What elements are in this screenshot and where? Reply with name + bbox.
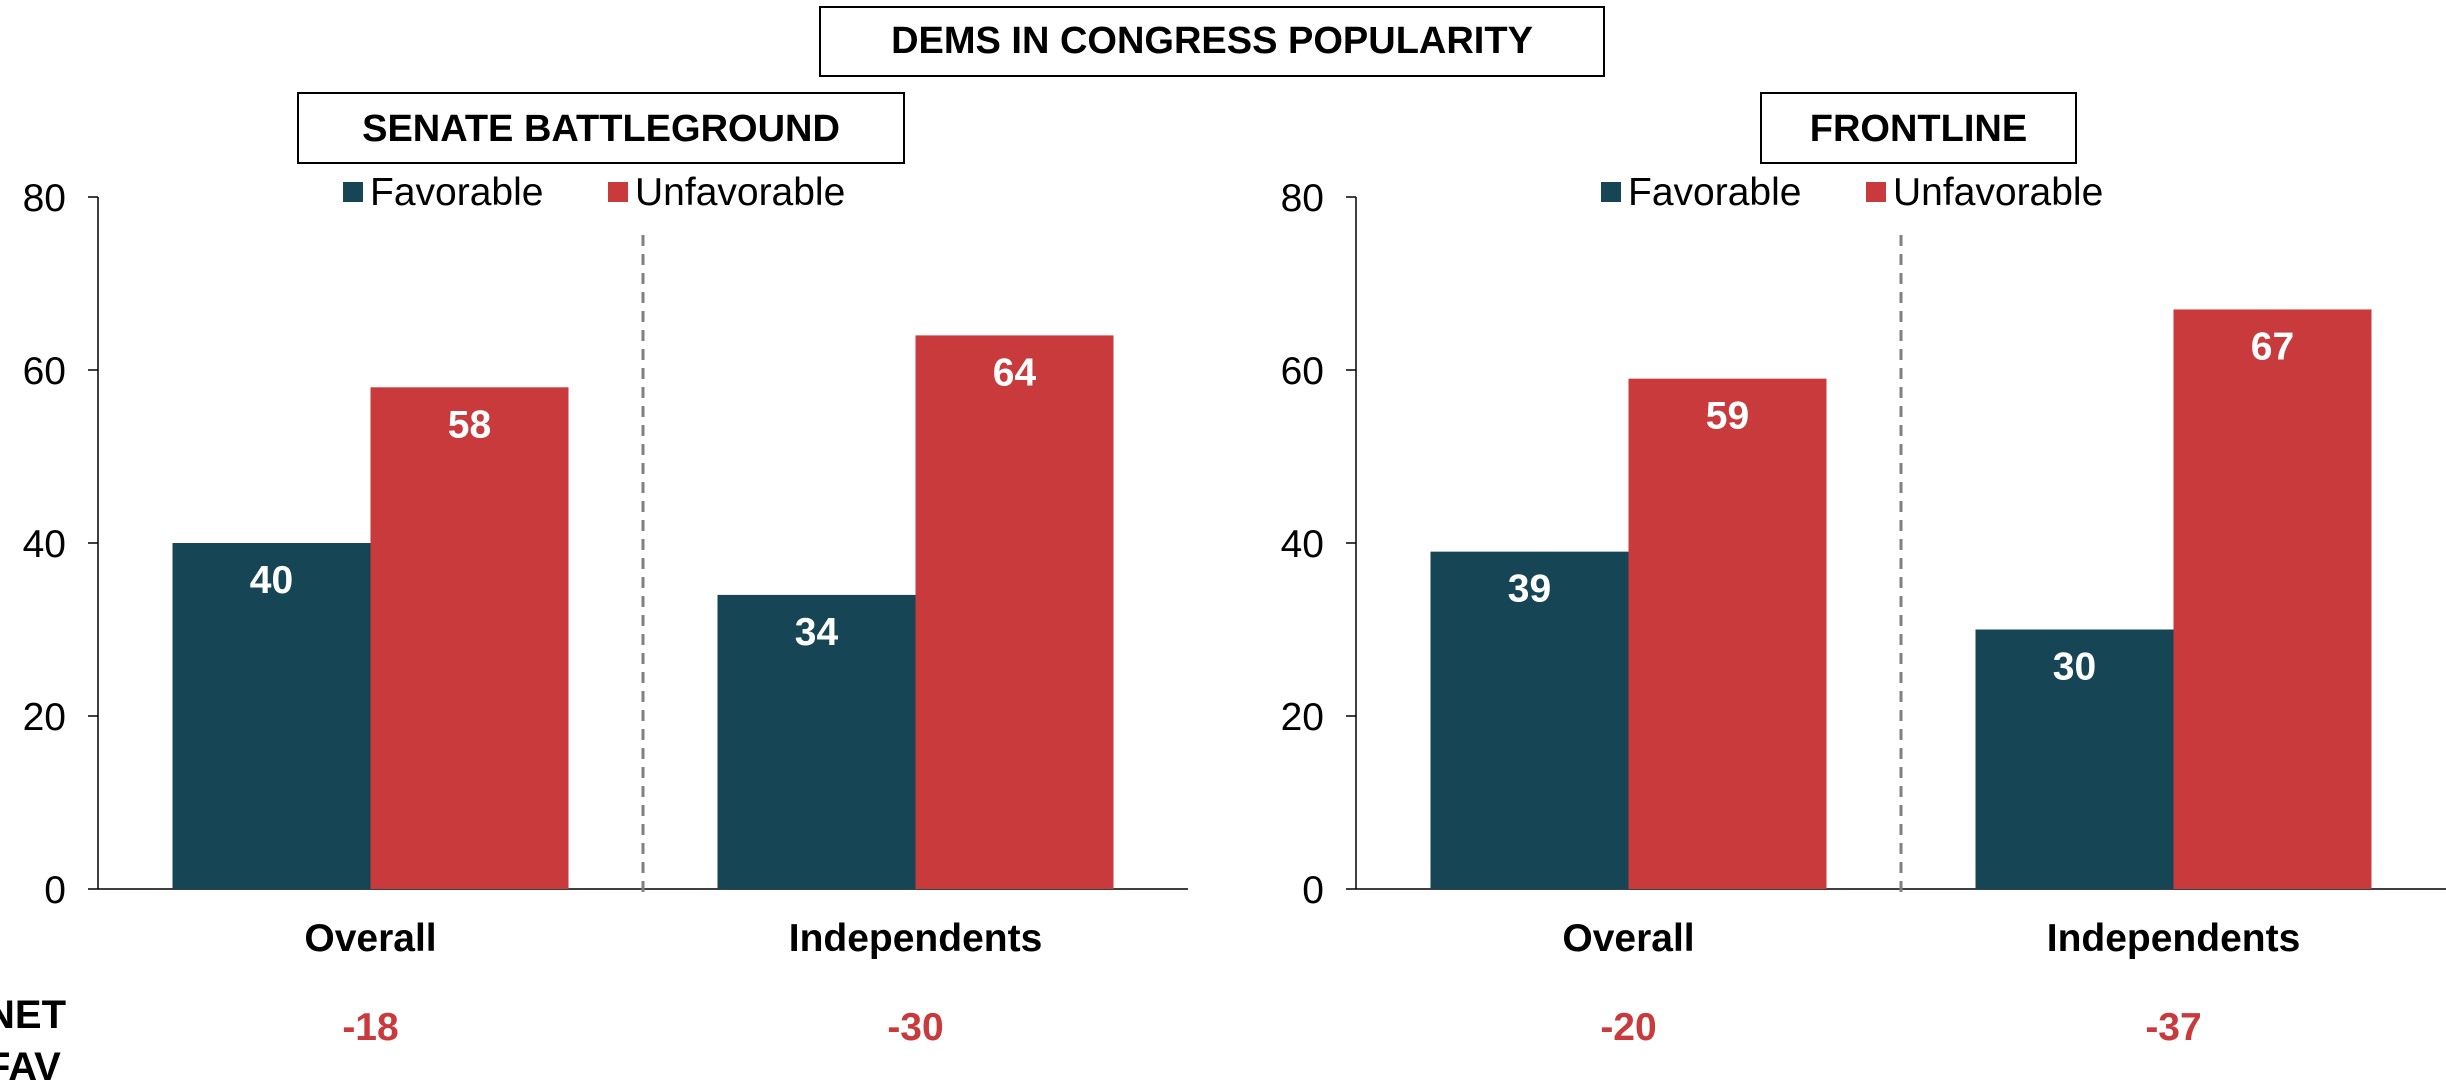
bar-unfavorable-independents: [2173, 309, 2372, 889]
main-title-box: [819, 6, 1605, 77]
panel-title: SENATE BATTLEGROUND: [362, 108, 840, 150]
y-tick-label: 80: [23, 177, 66, 220]
legend-label-favorable: Favorable: [1628, 171, 1801, 214]
y-tick-label: 60: [1281, 350, 1324, 393]
y-tick-label: 80: [1281, 177, 1324, 220]
legend-label-favorable: Favorable: [370, 171, 543, 214]
main-title-group: DEMS IN CONGRESS POPULARITY: [819, 6, 1605, 77]
legend-swatch-favorable: [343, 182, 363, 202]
category-label: Overall: [304, 917, 436, 960]
y-tick-label: 40: [23, 523, 66, 566]
y-tick-label: 0: [44, 869, 66, 912]
data-label: 64: [993, 351, 1037, 394]
net-label-line-2: FAV: [0, 1045, 61, 1089]
panel-title: FRONTLINE: [1810, 108, 2027, 150]
category-label: Overall: [1562, 917, 1694, 960]
legend-label-unfavorable: Unfavorable: [1893, 171, 2103, 214]
panel-title-box: [1760, 92, 2077, 164]
data-label: 40: [250, 559, 293, 602]
chart-panel-1: SENATE BATTLEGROUND Favorable Unfavorable 0…: [23, 92, 1188, 1049]
data-label: 39: [1508, 568, 1551, 611]
legend-swatch-unfavorable: [1866, 182, 1886, 202]
y-tick-label: 0: [1302, 869, 1324, 912]
data-label: 59: [1706, 395, 1749, 438]
net-fav-value: -30: [887, 1006, 943, 1049]
y-tick-label: 20: [1281, 696, 1324, 739]
y-tick-label: 60: [23, 350, 66, 393]
data-label: 67: [2251, 325, 2294, 368]
bar-favorable-independents: [717, 594, 916, 889]
legend-swatch-unfavorable: [608, 182, 628, 202]
bar-unfavorable-overall: [1628, 378, 1827, 889]
bar-unfavorable-overall: [370, 387, 569, 889]
bar-favorable-independents: [1975, 629, 2174, 889]
panel-title-box: [297, 92, 905, 164]
data-label: 34: [795, 611, 839, 654]
net-label-line-1: NET: [0, 993, 66, 1037]
chart-panels: SENATE BATTLEGROUND Favorable Unfavorable 0…: [23, 92, 2446, 1049]
legend-swatch-favorable: [1601, 182, 1621, 202]
net-fav-value: -20: [1600, 1006, 1656, 1049]
y-tick-label: 20: [23, 696, 66, 739]
data-label: 30: [2053, 646, 2096, 689]
data-label: 58: [448, 403, 491, 446]
net-fav-value: -18: [342, 1006, 398, 1049]
net-fav-value: -37: [2145, 1006, 2201, 1049]
main-title: DEMS IN CONGRESS POPULARITY: [891, 20, 1533, 62]
category-label: Independents: [2047, 917, 2301, 960]
legend-label-unfavorable: Unfavorable: [635, 171, 845, 214]
category-label: Independents: [789, 917, 1043, 960]
y-tick-label: 40: [1281, 523, 1324, 566]
bar-favorable-overall: [1430, 551, 1629, 889]
bar-unfavorable-independents: [915, 335, 1114, 889]
net-fav-label: NET FAV: [0, 993, 66, 1089]
bar-favorable-overall: [172, 543, 371, 889]
